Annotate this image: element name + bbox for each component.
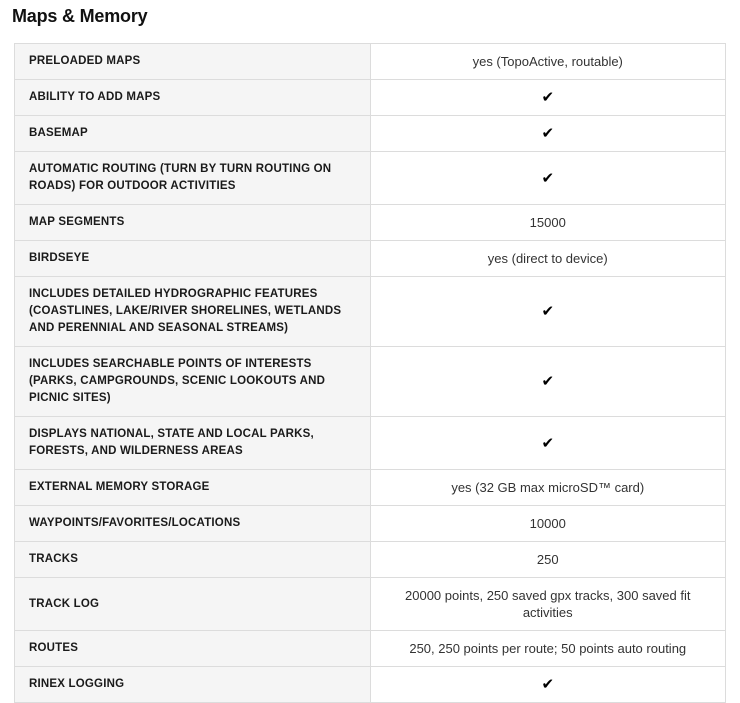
page-title: Maps & Memory (12, 6, 148, 26)
spec-label: EXTERNAL MEMORY STORAGE (14, 469, 371, 506)
check-icon: ✔ (541, 434, 555, 452)
spec-label: BASEMAP (14, 115, 371, 152)
spec-label: INCLUDES SEARCHABLE POINTS OF INTERESTS … (14, 346, 371, 417)
check-icon: ✔ (541, 676, 555, 693)
table-row: MAP SEGMENTS 15000 (14, 204, 726, 241)
spec-value: ✔ (369, 151, 726, 205)
spec-value: ✔ (369, 346, 726, 417)
spec-label: RINEX LOGGING (14, 666, 371, 703)
spec-value: ✔ (369, 416, 726, 470)
table-row: INCLUDES SEARCHABLE POINTS OF INTERESTS … (14, 346, 726, 417)
table-row: TRACKS 250 (14, 541, 726, 578)
spec-label: WAYPOINTS/FAVORITES/LOCATIONS (14, 505, 371, 542)
spec-value: 15000 (369, 204, 726, 241)
check-icon: ✔ (541, 125, 555, 142)
spec-value: 250, 250 points per route; 50 points aut… (369, 630, 726, 667)
table-row: PRELOADED MAPS yes (TopoActive, routable) (14, 43, 726, 80)
spec-value: yes (32 GB max microSD™ card) (369, 469, 726, 506)
table-row: DISPLAYS NATIONAL, STATE AND LOCAL PARKS… (14, 416, 726, 470)
spec-value: ✔ (369, 115, 726, 152)
spec-label: TRACK LOG (14, 577, 371, 631)
spec-value: 20000 points, 250 saved gpx tracks, 300 … (369, 577, 726, 631)
table-row: ABILITY TO ADD MAPS ✔ (14, 79, 726, 116)
table-row: AUTOMATIC ROUTING (TURN BY TURN ROUTING … (14, 151, 726, 205)
spec-label: TRACKS (14, 541, 371, 578)
spec-label: MAP SEGMENTS (14, 204, 371, 241)
spec-label: AUTOMATIC ROUTING (TURN BY TURN ROUTING … (14, 151, 371, 205)
table-row: INCLUDES DETAILED HYDROGRAPHIC FEATURES … (14, 276, 726, 347)
table-row: BIRDSEYE yes (direct to device) (14, 240, 726, 277)
spec-value: 250 (369, 541, 726, 578)
spec-value: yes (TopoActive, routable) (369, 43, 726, 80)
spec-label: ROUTES (14, 630, 371, 667)
spec-label: PRELOADED MAPS (14, 43, 371, 80)
spec-page: Maps & Memory PRELOADED MAPS yes (TopoAct… (12, 6, 726, 703)
spec-value: yes (direct to device) (369, 240, 726, 277)
spec-value: ✔ (369, 666, 726, 703)
spec-value: ✔ (369, 79, 726, 116)
table-row: RINEX LOGGING ✔ (14, 666, 726, 703)
spec-label: INCLUDES DETAILED HYDROGRAPHIC FEATURES … (14, 276, 371, 347)
spec-label: BIRDSEYE (14, 240, 371, 277)
check-icon: ✔ (541, 303, 555, 320)
maps-memory-spec-table: PRELOADED MAPS yes (TopoActive, routable)… (14, 43, 726, 703)
table-row: EXTERNAL MEMORY STORAGE yes (32 GB max mi… (14, 469, 726, 506)
table-row: WAYPOINTS/FAVORITES/LOCATIONS 10000 (14, 505, 726, 542)
check-icon: ✔ (541, 373, 555, 390)
spec-label: DISPLAYS NATIONAL, STATE AND LOCAL PARKS… (14, 416, 371, 470)
spec-label: ABILITY TO ADD MAPS (14, 79, 371, 116)
spec-value: 10000 (369, 505, 726, 542)
table-row: TRACK LOG 20000 points, 250 saved gpx tra… (14, 577, 726, 631)
check-icon: ✔ (541, 169, 555, 187)
table-row: ROUTES 250, 250 points per route; 50 poin… (14, 630, 726, 667)
spec-table-body: PRELOADED MAPS yes (TopoActive, routable)… (14, 43, 726, 703)
spec-value: ✔ (369, 276, 726, 347)
table-row: BASEMAP ✔ (14, 115, 726, 152)
check-icon: ✔ (541, 89, 555, 106)
